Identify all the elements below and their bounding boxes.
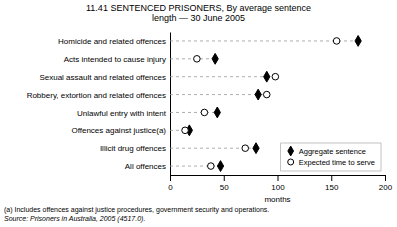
point	[214, 107, 220, 118]
x-tick: 0	[168, 175, 173, 192]
chart: 11.41 SENTENCED PRISONERS, By average se…	[0, 0, 397, 227]
legend-symbol	[288, 146, 294, 156]
y-tick-label: Homicide and related offences	[58, 37, 166, 46]
guide-line	[170, 40, 358, 41]
y-tick: Illicit drug offences	[100, 144, 170, 153]
point	[264, 71, 270, 82]
x-tick-label: 150	[325, 183, 339, 192]
point	[242, 145, 249, 152]
point	[263, 91, 270, 98]
x-tick-mark	[170, 175, 171, 181]
x-axis: 0 50 100 150 200	[168, 175, 392, 192]
x-tick: 100	[271, 175, 285, 192]
y-tick: Acts intended to cause injury	[64, 55, 170, 64]
x-tick-label: 200	[379, 183, 393, 192]
y-tick: Unlawful entry with intent	[77, 108, 170, 117]
y-tick: Homicide and related offences	[58, 37, 170, 46]
y-axis: Homicide and related offences Acts intend…	[27, 33, 171, 176]
guide-line	[170, 94, 267, 95]
y-tick: All offences	[125, 162, 170, 171]
point	[272, 73, 279, 80]
x-tick-mark	[331, 175, 332, 181]
legend-item: Aggregate sentence	[288, 146, 366, 156]
legend-label: Expected time to serve	[299, 158, 375, 167]
x-axis-line	[171, 176, 386, 182]
legend-label: Aggregate sentence	[299, 147, 366, 156]
x-tick: 50	[220, 175, 229, 192]
y-tick: Offences against justice(a)	[71, 126, 170, 135]
y-tick-label: All offences	[125, 162, 166, 171]
x-axis-title: months	[264, 195, 290, 204]
footnote: (a) Includes offences against justice pr…	[4, 206, 269, 214]
y-axis-line	[170, 33, 171, 176]
point	[355, 36, 361, 47]
point	[208, 163, 215, 170]
point	[253, 143, 259, 154]
y-tick-label: Offences against justice(a)	[71, 126, 166, 135]
point	[212, 53, 218, 64]
y-tick-label: Illicit drug offences	[100, 144, 166, 153]
y-tick-label: Acts intended to cause injury	[64, 55, 166, 64]
x-tick-label: 0	[168, 183, 173, 192]
title-line: 11.41 SENTENCED PRISONERS, By average se…	[86, 3, 311, 13]
y-tick-label: Sexual assault and related offences	[39, 73, 166, 82]
title: 11.41 SENTENCED PRISONERS, By average se…	[86, 3, 311, 23]
x-tick: 200	[379, 175, 393, 192]
x-tick: 150	[325, 175, 339, 192]
point	[217, 161, 223, 172]
footnote: Source: Prisoners in Australia, 2005 (45…	[4, 215, 145, 223]
x-tick-mark	[385, 175, 386, 181]
y-tick: Sexual assault and related offences	[39, 73, 170, 82]
x-tick-label: 100	[271, 183, 285, 192]
point	[255, 89, 261, 100]
x-tick-mark	[278, 175, 279, 181]
guide-line	[170, 58, 215, 59]
y-tick: Robbery, extortion and related offences	[27, 91, 170, 100]
title-line: length — 30 June 2005	[152, 13, 245, 23]
point	[194, 56, 201, 63]
legend-frame	[281, 143, 381, 171]
guide-line	[170, 112, 217, 113]
y-tick-label: Robbery, extortion and related offences	[27, 91, 166, 100]
point	[333, 38, 340, 45]
legend: Aggregate sentence Expected time to serve	[281, 143, 381, 171]
point	[201, 109, 208, 116]
legend-item: Expected time to serve	[288, 158, 375, 167]
point	[182, 127, 189, 134]
y-tick-label: Unlawful entry with intent	[77, 108, 167, 117]
x-tick-label: 50	[220, 183, 229, 192]
guide-line	[170, 76, 275, 77]
legend-symbol	[288, 159, 294, 165]
x-tick-mark	[224, 175, 225, 181]
